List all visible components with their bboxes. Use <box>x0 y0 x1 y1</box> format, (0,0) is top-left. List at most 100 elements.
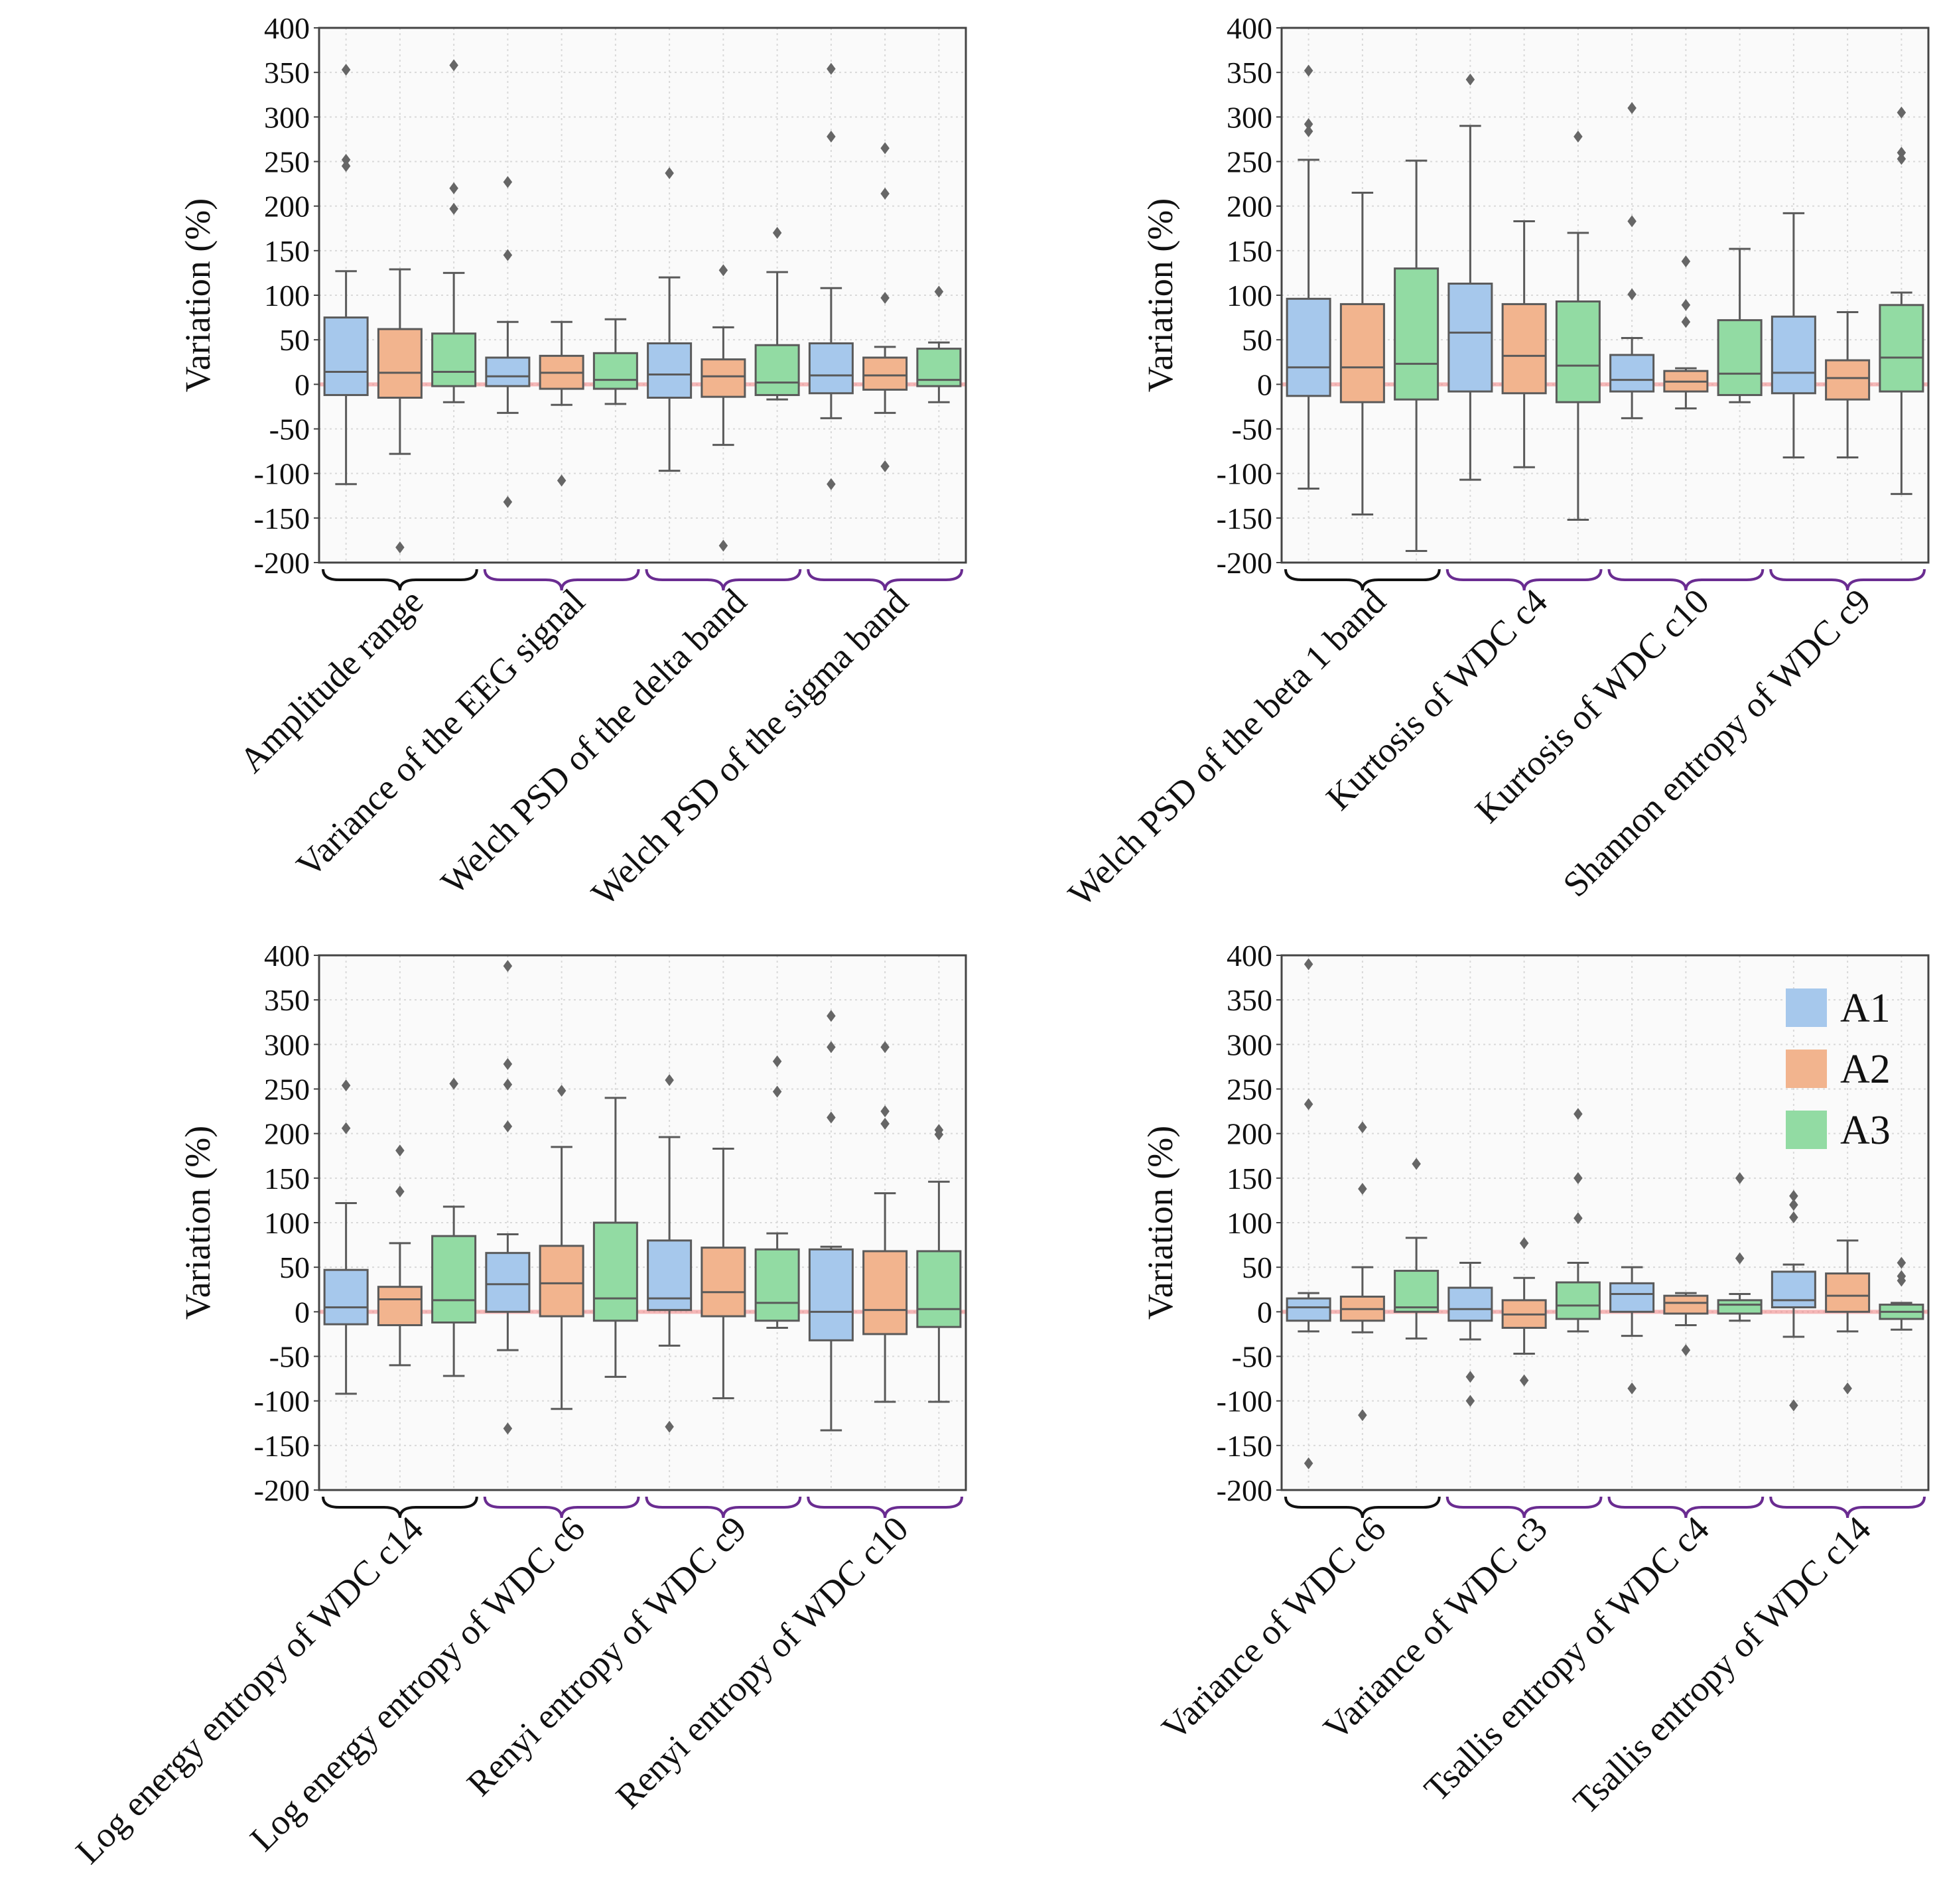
box-body <box>323 1268 369 1326</box>
box-body <box>1555 1281 1601 1320</box>
outlier-point <box>1519 1237 1529 1249</box>
outlier-point <box>1789 1211 1798 1223</box>
outlier-point <box>395 1185 405 1197</box>
feature-brace <box>322 1496 478 1519</box>
box-body <box>539 1245 584 1318</box>
box-a2 <box>1501 1237 1547 1387</box>
y-tick-label: -150 <box>254 1429 310 1463</box>
box-a1 <box>485 176 531 508</box>
y-tick-label: 250 <box>264 1073 310 1107</box>
outlier-point <box>1358 1121 1367 1134</box>
legend-label-a3: A3 <box>1840 1108 1891 1153</box>
box-a2 <box>539 1085 584 1410</box>
outlier-point <box>772 1085 782 1098</box>
outlier-point <box>1897 153 1907 165</box>
box-body <box>1394 267 1439 401</box>
box-body <box>701 1247 746 1318</box>
y-tick-label: 300 <box>264 100 310 134</box>
y-tick-label: 0 <box>295 1295 310 1329</box>
box-body <box>431 332 477 387</box>
box-a3 <box>1394 159 1439 553</box>
box-body <box>1501 303 1547 395</box>
y-tick-label: -50 <box>269 1340 310 1374</box>
box-a2 <box>377 1144 423 1367</box>
outlier-point <box>827 1010 836 1022</box>
box-body <box>754 1248 800 1322</box>
y-tick-label: -50 <box>1232 413 1272 446</box>
outlier-point <box>557 1085 567 1097</box>
box-a3 <box>916 285 962 403</box>
outlier-point <box>880 460 890 472</box>
outlier-point <box>1627 1382 1637 1394</box>
box-body <box>592 1221 638 1322</box>
box-a1 <box>1447 1261 1493 1407</box>
y-tick-label: 300 <box>1227 1028 1272 1061</box>
y-tick-label: -200 <box>254 546 310 580</box>
box-body <box>862 1250 908 1335</box>
box-body <box>1717 1299 1763 1315</box>
y-tick-label: -100 <box>254 1385 310 1418</box>
y-tick-label: 200 <box>264 1117 310 1151</box>
outlier-point <box>827 1041 836 1054</box>
box-body <box>862 356 908 391</box>
outlier-point <box>503 176 513 188</box>
outlier-point <box>1627 215 1637 228</box>
feature-label: Tsallis entropy of WDC c14 <box>1566 1509 1879 1822</box>
outlier-point <box>1465 73 1475 86</box>
outlier-point <box>1627 102 1637 114</box>
box-a1 <box>1609 102 1655 419</box>
outlier-point <box>503 249 513 261</box>
y-axis-title: Variation (%) <box>178 1126 218 1320</box>
feature-brace <box>645 569 802 591</box>
outlier-point <box>1897 147 1907 159</box>
y-axis-title: Variation (%) <box>1140 1126 1180 1320</box>
outlier-point <box>1573 130 1583 143</box>
box-body <box>592 352 638 390</box>
outlier-point <box>665 1074 674 1087</box>
box-a2 <box>539 320 584 487</box>
box-body <box>1555 300 1601 403</box>
panel-3: 400 350 300 250 200 150 100 50 0 -50 -100 -150 -200 V… <box>68 939 967 1871</box>
feature-brace <box>645 1496 802 1519</box>
box-a3 <box>1879 106 1924 496</box>
y-tick-label: 350 <box>1227 983 1272 1017</box>
box-a2 <box>1825 311 1871 458</box>
box-body <box>1286 1297 1331 1322</box>
legend-label-a2: A2 <box>1840 1047 1891 1092</box>
outlier-point <box>449 59 458 72</box>
outlier-point <box>1735 1172 1745 1184</box>
y-tick-label: 400 <box>264 11 310 45</box>
y-tick-label: 400 <box>264 939 310 973</box>
panel-2: 400 350 300 250 200 150 100 50 0 -50 -100 -150 -200 V… <box>1061 11 1930 914</box>
box-a3 <box>1717 1172 1763 1322</box>
outlier-point <box>1897 106 1907 119</box>
box-a1 <box>1286 958 1331 1469</box>
outlier-point <box>341 153 351 166</box>
feature-brace <box>1445 1496 1603 1519</box>
box-a1 <box>647 167 693 472</box>
box-body <box>754 344 800 396</box>
y-tick-label: 250 <box>1227 145 1272 179</box>
box-body <box>1771 1270 1816 1309</box>
feature-label: Log energy entropy of WDC c14 <box>68 1509 431 1871</box>
box-a1 <box>808 1010 854 1432</box>
box-a2 <box>1339 192 1385 515</box>
box-a3 <box>431 1077 477 1377</box>
feature-brace <box>483 1496 640 1519</box>
feature-label: Tsallis entropy of WDC c4 <box>1416 1509 1717 1809</box>
outlier-point <box>1412 1158 1421 1170</box>
y-tick-label: 50 <box>1242 323 1272 357</box>
feature-brace <box>1284 569 1441 591</box>
outlier-point <box>1681 255 1691 267</box>
box-body <box>377 1286 423 1326</box>
y-tick-label: -100 <box>1217 457 1272 491</box>
box-a2 <box>377 268 423 554</box>
y-tick-label: -100 <box>1217 1385 1272 1418</box>
outlier-point <box>1304 118 1313 131</box>
feature-brace <box>1607 1496 1765 1519</box>
outlier-point <box>1465 1371 1475 1383</box>
y-tick-label: 200 <box>1227 1117 1272 1151</box>
outlier-point <box>772 226 782 239</box>
feature-brace <box>807 569 963 591</box>
outlier-point <box>1304 1098 1313 1111</box>
